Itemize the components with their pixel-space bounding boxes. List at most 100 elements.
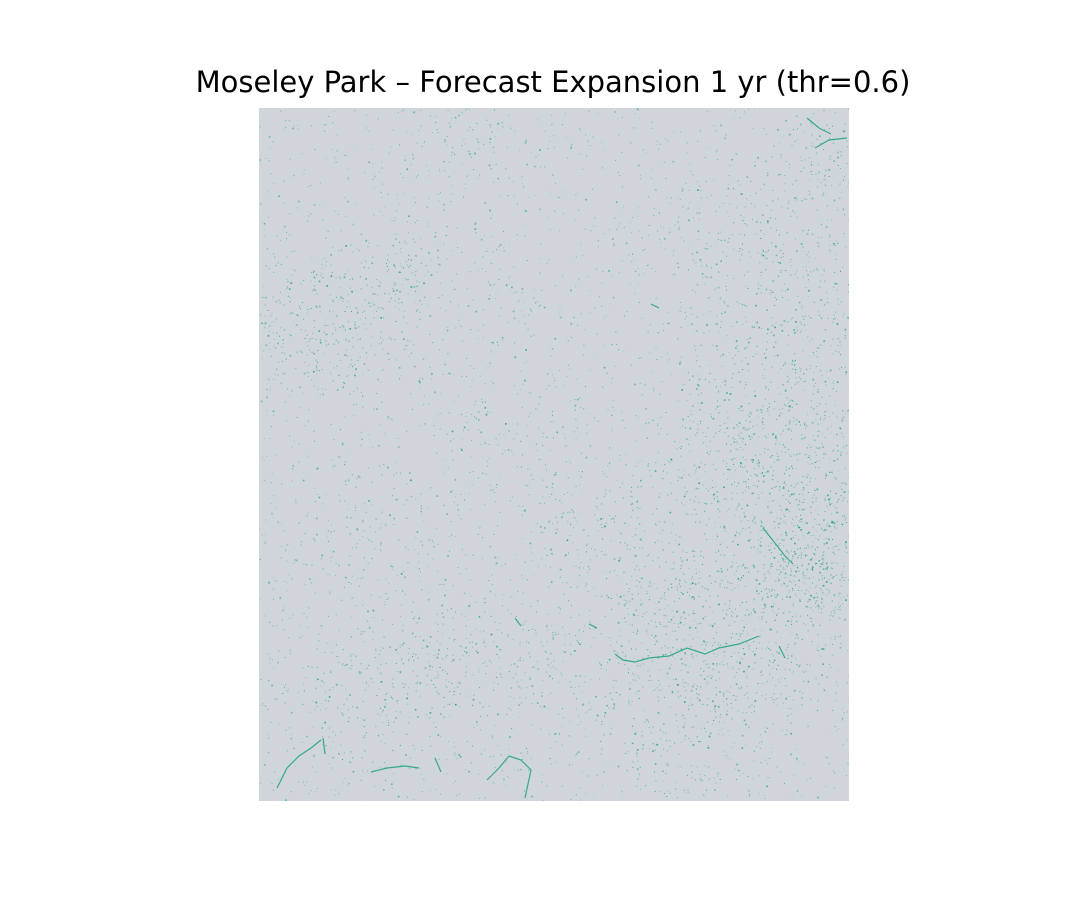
expansion-pixel <box>498 246 500 248</box>
expansion-pixel <box>367 369 369 371</box>
expansion-pixel <box>731 610 732 612</box>
expansion-pixel <box>373 214 375 216</box>
expansion-pixel <box>356 312 359 314</box>
expansion-pixel <box>842 410 844 412</box>
expansion-pixel <box>798 376 800 378</box>
expansion-pixel <box>694 472 696 474</box>
expansion-pixel <box>638 417 640 419</box>
expansion-pixel <box>821 558 823 560</box>
expansion-pixel <box>755 485 756 487</box>
expansion-pixel <box>484 504 486 506</box>
expansion-pixel <box>489 124 491 127</box>
expansion-pixel <box>346 306 347 308</box>
expansion-pixel <box>421 303 423 305</box>
expansion-pixel <box>310 185 312 187</box>
expansion-pixel <box>510 500 511 502</box>
expansion-pixel <box>333 323 334 325</box>
expansion-pixel <box>685 513 687 515</box>
expansion-pixel <box>660 532 662 534</box>
expansion-pixel <box>571 336 573 338</box>
expansion-pixel <box>490 412 492 414</box>
expansion-pixel <box>304 338 306 340</box>
expansion-pixel <box>754 473 755 475</box>
expansion-pixel <box>378 445 380 447</box>
expansion-pixel <box>335 339 338 342</box>
expansion-pixel <box>777 608 779 610</box>
expansion-pixel <box>580 511 582 513</box>
expansion-pixel <box>751 326 754 328</box>
expansion-pixel <box>726 546 728 548</box>
expansion-pixel <box>811 566 814 569</box>
expansion-pixel <box>770 381 772 383</box>
expansion-pixel <box>838 351 840 353</box>
expansion-pixel <box>833 286 835 288</box>
expansion-pixel <box>321 369 323 371</box>
expansion-pixel <box>671 610 673 612</box>
expansion-pixel <box>683 639 685 641</box>
expansion-pixel <box>725 643 726 644</box>
expansion-pixel <box>269 657 271 659</box>
expansion-pixel <box>840 301 842 303</box>
expansion-pixel <box>792 183 793 185</box>
expansion-pixel <box>723 721 725 723</box>
expansion-pixel <box>530 605 532 607</box>
expansion-pixel <box>707 427 709 429</box>
expansion-pixel <box>501 336 504 339</box>
expansion-pixel <box>816 413 818 415</box>
expansion-pixel <box>806 270 808 272</box>
expansion-pixel <box>322 743 324 745</box>
expansion-pixel <box>370 678 372 680</box>
expansion-pixel <box>841 419 844 422</box>
expansion-pixel <box>331 148 333 150</box>
expansion-pixel <box>340 731 342 733</box>
expansion-pixel <box>501 632 503 634</box>
expansion-pixel <box>552 637 554 639</box>
expansion-pixel <box>344 273 346 275</box>
expansion-pixel <box>412 408 413 410</box>
expansion-pixel <box>264 705 266 707</box>
expansion-pixel <box>702 618 704 620</box>
expansion-pixel <box>660 738 662 740</box>
expansion-pixel <box>824 184 826 186</box>
expansion-pixel <box>763 611 765 613</box>
expansion-pixel <box>667 765 669 767</box>
expansion-pixel <box>448 412 450 414</box>
expansion-pixel <box>646 555 648 557</box>
expansion-pixel <box>429 115 431 117</box>
expansion-pixel <box>582 703 585 706</box>
expansion-pixel <box>568 735 570 737</box>
expansion-pixel <box>273 589 275 591</box>
expansion-pixel <box>719 584 721 586</box>
expansion-pixel <box>838 498 840 500</box>
expansion-pixel <box>441 604 444 607</box>
expansion-pixel <box>698 466 701 469</box>
expansion-pixel <box>780 156 782 158</box>
expansion-pixel <box>331 459 333 461</box>
expansion-pixel <box>826 292 827 294</box>
expansion-pixel <box>699 185 701 187</box>
expansion-pixel <box>263 479 266 482</box>
expansion-pixel <box>722 251 724 253</box>
expansion-pixel <box>451 660 453 662</box>
expansion-pixel <box>727 417 729 419</box>
expansion-pixel <box>395 238 397 240</box>
expansion-pixel <box>331 556 333 558</box>
expansion-pixel <box>728 399 730 401</box>
expansion-pixel <box>536 301 538 303</box>
expansion-pixel <box>329 591 331 593</box>
expansion-pixel <box>689 666 691 668</box>
expansion-pixel <box>742 456 744 458</box>
expansion-pixel <box>835 511 837 513</box>
expansion-pixel <box>313 352 315 355</box>
expansion-pixel <box>392 569 394 571</box>
expansion-pixel <box>436 691 438 693</box>
expansion-pixel <box>380 741 382 742</box>
expansion-pixel <box>475 628 477 630</box>
expansion-pixel <box>686 438 688 440</box>
expansion-pixel <box>841 432 843 434</box>
expansion-pixel <box>818 347 820 349</box>
expansion-pixel <box>605 522 607 524</box>
expansion-pixel <box>747 571 749 573</box>
expansion-pixel <box>845 547 847 549</box>
expansion-pixel <box>283 530 285 532</box>
